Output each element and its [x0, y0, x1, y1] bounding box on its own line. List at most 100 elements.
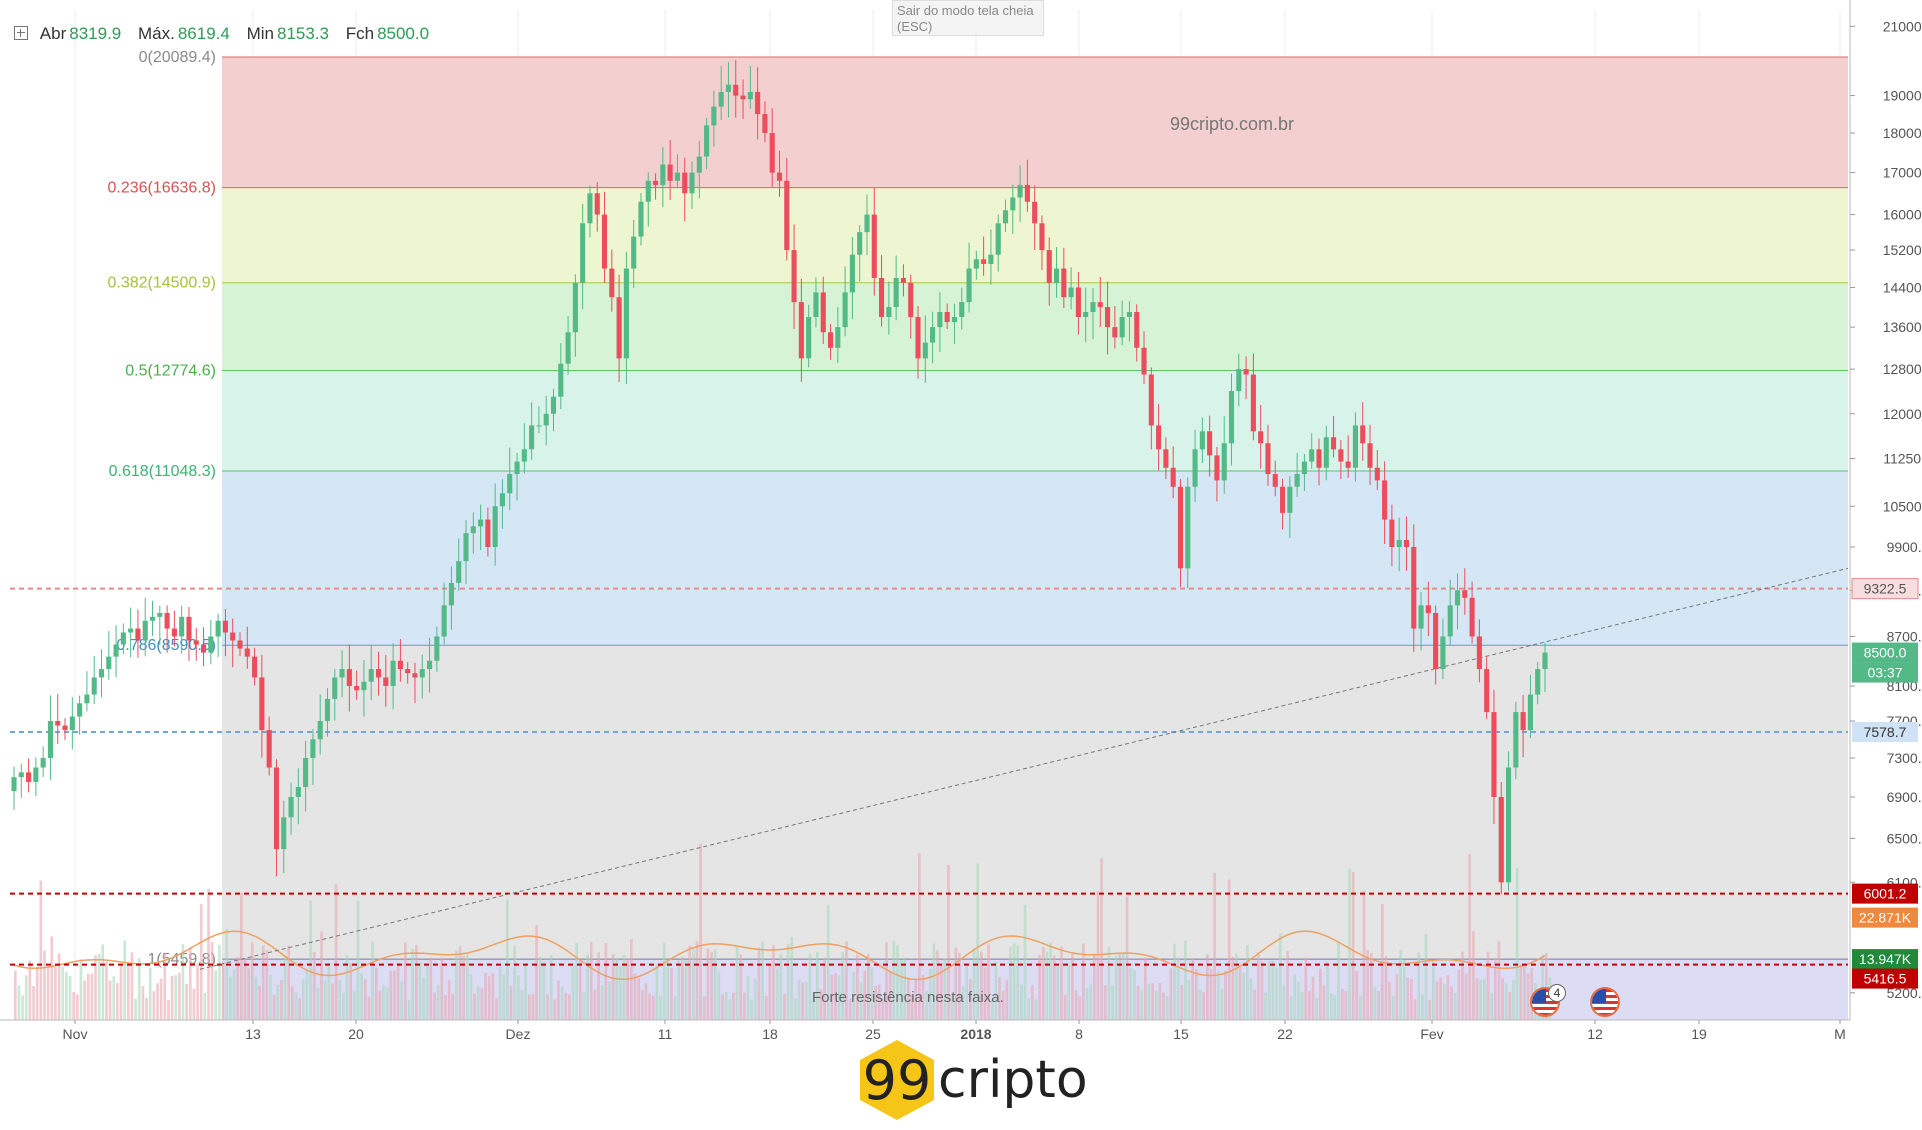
volume-bar	[32, 985, 35, 1020]
volume-bar	[1399, 949, 1402, 1020]
volume-bar	[1187, 980, 1191, 1020]
candle-body	[1411, 546, 1417, 629]
candle-body	[609, 268, 615, 298]
candle-body	[1520, 712, 1526, 731]
volume-bar	[1067, 965, 1071, 1020]
volume-bar	[469, 974, 473, 1020]
price-tag	[1852, 642, 1918, 663]
volume-bar	[845, 941, 848, 1020]
volume-bar	[746, 976, 750, 1020]
volume-bar	[695, 941, 699, 1020]
volume-bar	[983, 967, 987, 1020]
volume-bar	[240, 892, 243, 1020]
candle-body	[157, 612, 163, 617]
candle-body	[222, 620, 228, 633]
price-tag	[1852, 883, 1918, 904]
candle-body	[492, 506, 498, 547]
candle-body	[543, 413, 549, 426]
volume-bar	[892, 940, 896, 1020]
candle-body	[128, 628, 134, 633]
brand-logo: 99 cripto	[860, 1040, 1088, 1120]
trendline[interactable]	[199, 567, 1849, 970]
volume-bar	[17, 985, 21, 1020]
volume-bar	[247, 968, 250, 1020]
volume-bar	[1333, 995, 1337, 1020]
candle-body	[361, 681, 367, 691]
candle-body	[332, 677, 338, 699]
candle-body	[558, 363, 564, 397]
volume-bar	[969, 979, 972, 1020]
volume-bar	[841, 951, 845, 1020]
volume-bar	[593, 989, 597, 1020]
volume-bar	[1344, 991, 1348, 1020]
candle-body	[1243, 369, 1249, 375]
price-tick-label: 5200.0	[1887, 985, 1922, 1001]
candle-body	[281, 817, 287, 850]
candle-body	[18, 772, 24, 778]
logo-hex: 99	[860, 1040, 934, 1120]
volume-bar	[1453, 993, 1457, 1020]
volume-bar	[783, 994, 786, 1020]
volume-bar	[309, 900, 312, 1020]
volume-bar	[1435, 981, 1439, 1020]
volume-bar	[1045, 951, 1049, 1020]
volume-bar	[90, 973, 94, 1020]
volume-bar	[531, 994, 535, 1020]
volume-bar	[1318, 968, 1322, 1020]
volume-bar	[560, 986, 564, 1020]
candle-body	[660, 164, 666, 185]
high-value: 8619.4	[177, 24, 230, 43]
candle-body	[91, 677, 97, 695]
volume-bar	[476, 986, 480, 1020]
candle-body	[507, 474, 513, 494]
volume-bar	[353, 991, 356, 1020]
volume-bar	[761, 941, 764, 1020]
volume-bar	[451, 993, 455, 1020]
fib-label: 0.618(11048.3)	[109, 463, 216, 480]
volume-bar	[513, 945, 517, 1020]
volume-bar	[1410, 979, 1413, 1020]
volume-bar	[1351, 871, 1355, 1020]
chart-canvas[interactable]: 0(20089.4) 0.236(16636.8) 0.382(14500.9) 0.…	[0, 0, 1922, 1040]
volume-bar	[506, 899, 509, 1020]
us-flag-event-icon[interactable]	[1590, 987, 1620, 1017]
volume-bar	[1479, 979, 1483, 1020]
volume-bar	[301, 979, 305, 1020]
volume-bar	[1413, 999, 1417, 1020]
candle-body	[813, 292, 819, 318]
candle-body	[798, 302, 804, 359]
candle-body	[944, 312, 950, 323]
candle-body	[1491, 712, 1497, 797]
price-tick-label: 13600.0	[1883, 319, 1922, 335]
volume-bar	[651, 995, 655, 1020]
candle-body	[587, 193, 593, 224]
candle-body	[1331, 437, 1337, 450]
volume-bar	[1257, 952, 1260, 1020]
volume-bar	[1063, 994, 1067, 1020]
volume-bar	[1118, 953, 1122, 1020]
volume-bar	[611, 954, 615, 1020]
volume-bar	[466, 953, 469, 1020]
volume-bar	[670, 968, 673, 1020]
price-tag-label: 13.947K	[1859, 951, 1912, 967]
price-tag-label: 8500.0	[1864, 645, 1907, 661]
volume-bar	[1140, 989, 1144, 1020]
volume-bar	[276, 984, 280, 1020]
candle-body	[601, 214, 608, 269]
volume-bar	[1293, 974, 1297, 1020]
candle-body	[922, 342, 928, 359]
volume-bar	[65, 971, 68, 1020]
volume-bar	[1402, 959, 1406, 1020]
volume-bar	[987, 944, 990, 1020]
volume-bar	[1034, 999, 1038, 1020]
volume-bar	[1147, 983, 1151, 1020]
volume-bar	[608, 981, 611, 1020]
volume-bar	[928, 968, 932, 1020]
volume-bar	[57, 953, 61, 1020]
volume-bar	[491, 972, 495, 1020]
volume-bar	[498, 967, 502, 1020]
open-value: 8319.9	[69, 24, 122, 43]
volume-bar	[1052, 955, 1056, 1020]
volume-bar	[994, 961, 998, 1020]
expand-icon[interactable]	[14, 26, 28, 40]
